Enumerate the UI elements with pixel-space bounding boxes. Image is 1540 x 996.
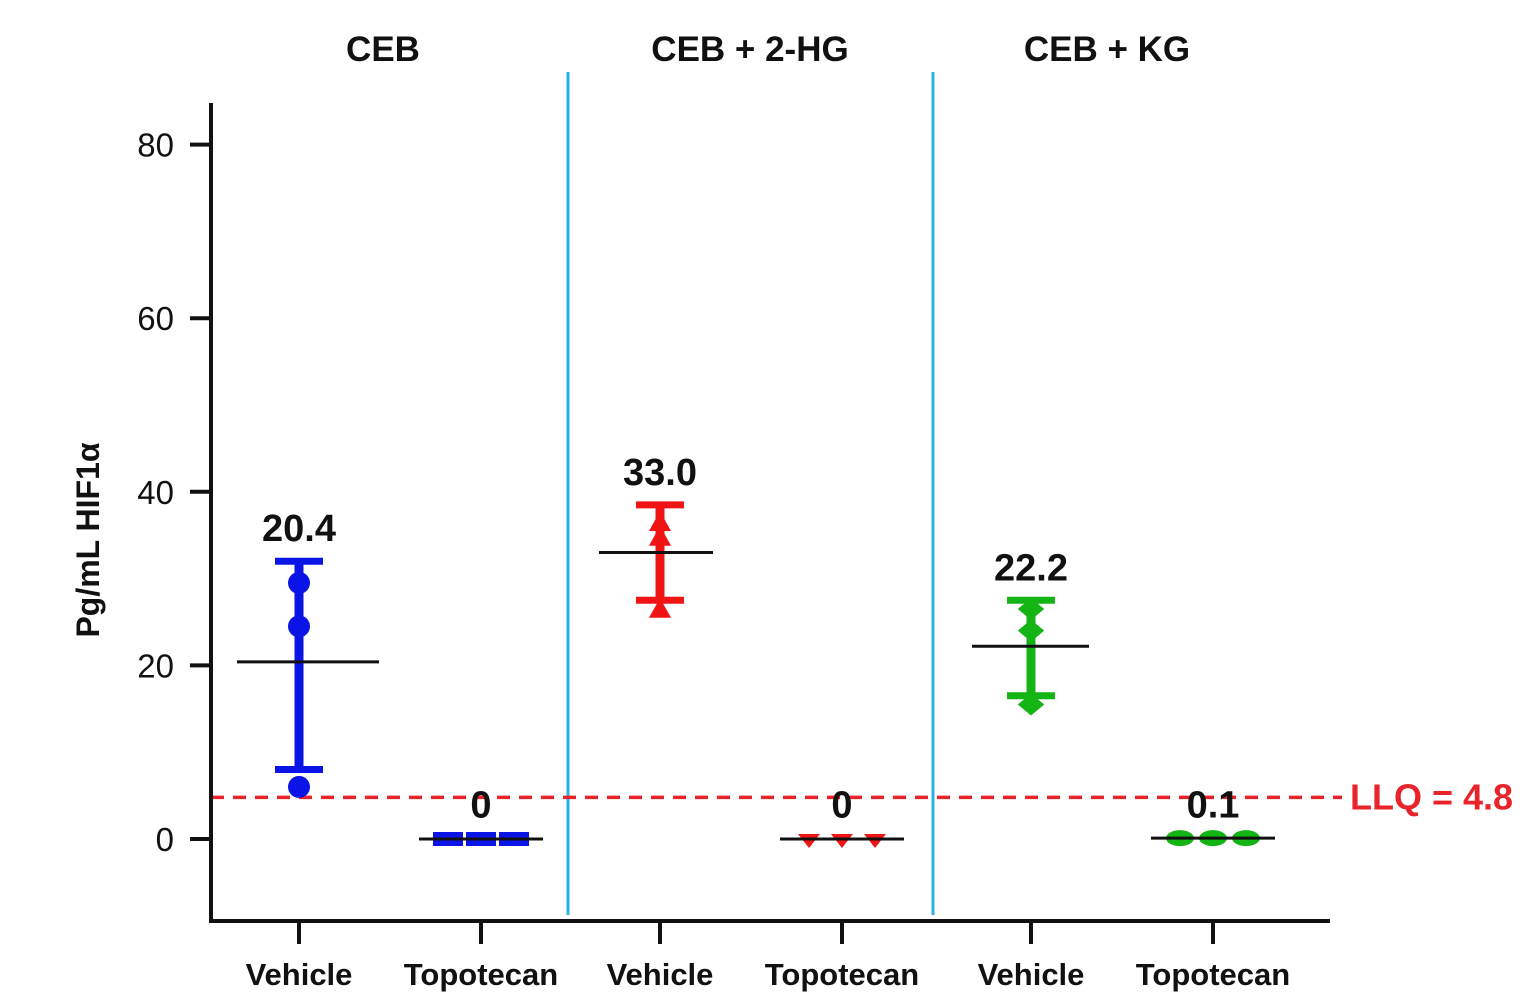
mean-value-label: 0.1 xyxy=(1187,784,1240,826)
axes: 0 20 40 60 80 Vehicle Topotecan Vehicle Topotec… xyxy=(70,103,1330,992)
y-axis-label: Pg/mL HIF1α xyxy=(70,442,106,637)
group-separators xyxy=(566,72,935,915)
group-title: CEB + 2-HG xyxy=(651,30,848,69)
data-series xyxy=(237,501,1275,848)
data-point xyxy=(864,834,886,848)
x-tick-label: Topotecan xyxy=(1136,957,1290,992)
group-titles: CEB CEB + 2-HG CEB + KG xyxy=(346,30,1190,69)
x-tick-label: Topotecan xyxy=(765,957,919,992)
data-point xyxy=(649,511,671,531)
condition-0-1 xyxy=(419,832,543,846)
data-point xyxy=(1017,693,1045,716)
data-point xyxy=(1017,597,1045,620)
condition-0-0 xyxy=(237,557,379,798)
data-point xyxy=(1017,619,1045,642)
y-ticks: 0 20 40 60 80 xyxy=(137,127,211,858)
data-point xyxy=(288,775,310,798)
x-tick-label: Topotecan xyxy=(404,957,558,992)
x-tick-label: Vehicle xyxy=(246,957,353,992)
data-point xyxy=(649,597,671,618)
y-tick-label: 80 xyxy=(137,127,174,164)
x-tick-label: Vehicle xyxy=(978,957,1085,992)
x-tick-label: Vehicle xyxy=(607,957,714,992)
data-point xyxy=(288,571,310,594)
reference-line-layer: LLQ = 4.8 xyxy=(211,776,1513,817)
data-point xyxy=(798,834,820,848)
condition-2-0 xyxy=(972,596,1089,716)
data-point xyxy=(649,525,671,546)
group-title: CEB xyxy=(346,30,420,69)
y-tick-label: 0 xyxy=(156,821,174,858)
y-tick-label: 40 xyxy=(137,474,174,511)
condition-2-1 xyxy=(1151,830,1275,847)
data-point xyxy=(288,615,310,638)
y-tick-label: 20 xyxy=(137,647,174,684)
mean-value-label: 0 xyxy=(470,784,491,826)
condition-1-1 xyxy=(780,834,904,848)
mean-labels: 20.4 0 33.0 0 22.2 0.1 xyxy=(262,452,1239,827)
y-tick-label: 60 xyxy=(137,300,174,337)
mean-value-label: 33.0 xyxy=(623,452,697,494)
condition-1-0 xyxy=(599,501,713,618)
mean-value-label: 22.2 xyxy=(994,547,1068,589)
x-ticks: Vehicle Topotecan Vehicle Topotecan Vehicle T… xyxy=(246,921,1290,992)
mean-value-label: 0 xyxy=(831,784,852,826)
mean-value-label: 20.4 xyxy=(262,508,336,550)
data-point xyxy=(831,834,853,848)
group-title: CEB + KG xyxy=(1024,30,1190,69)
llq-label: LLQ = 4.8 xyxy=(1350,776,1513,817)
